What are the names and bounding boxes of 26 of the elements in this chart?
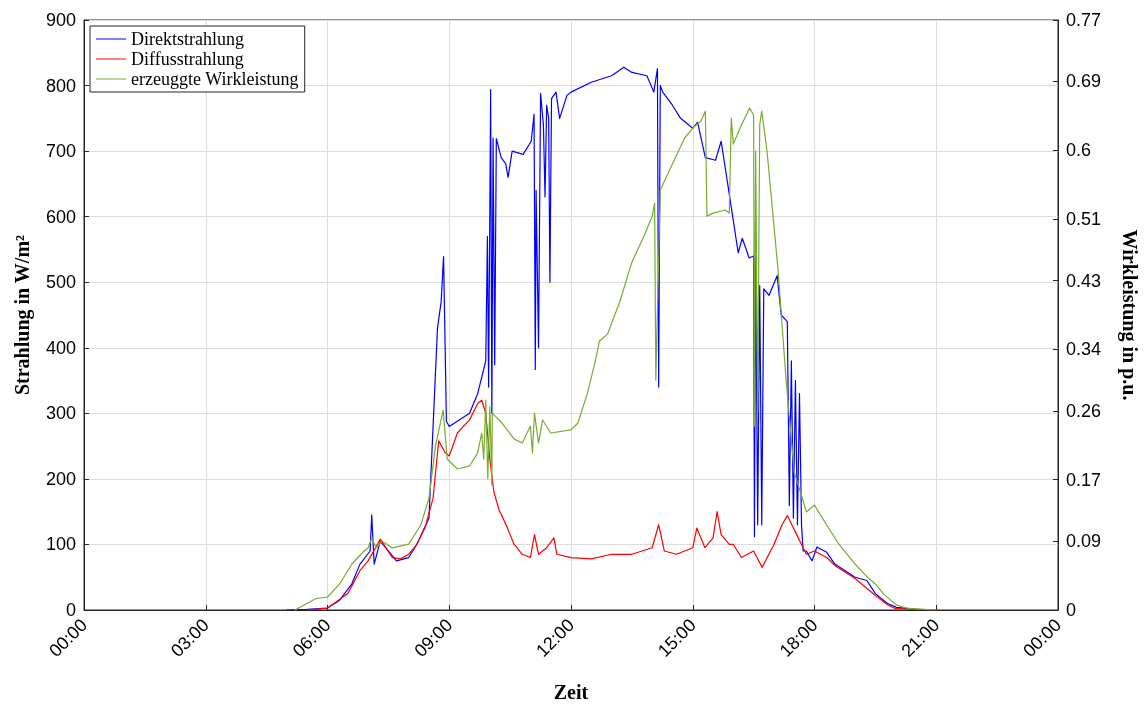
x-axis-title: Zeit <box>553 681 589 703</box>
y-tick-label: 600 <box>45 206 76 227</box>
y2-tick-label: 0.69 <box>1066 71 1102 92</box>
y2-tick-label: 0.26 <box>1066 400 1102 421</box>
y-tick-label: 700 <box>45 141 76 162</box>
legend-label: Diffusstrahlung <box>131 49 244 69</box>
legend-label: erzeuggte Wirkleistung <box>131 69 299 89</box>
y2-tick-label: 0.77 <box>1066 10 1102 30</box>
y-tick-label: 100 <box>45 534 76 555</box>
y-tick-label: 800 <box>45 75 76 96</box>
y2-tick-label: 0.51 <box>1066 209 1102 230</box>
y-tick-label: 500 <box>45 272 76 293</box>
y2-tick-label: 0.43 <box>1066 270 1102 291</box>
y2-axis-title: Wirkleistung in p.u. <box>1118 229 1141 401</box>
y-tick-label: 400 <box>45 337 76 358</box>
legend-label: Direktstrahlung <box>131 29 244 49</box>
y-tick-label: 900 <box>45 10 76 30</box>
y-tick-label: 0 <box>65 600 76 620</box>
y-axis-title: Strahlung in W/m² <box>11 234 34 396</box>
y2-tick-label: 0.34 <box>1066 339 1102 360</box>
y2-tick-label: 0.09 <box>1066 531 1102 552</box>
y-tick-label: 200 <box>45 468 76 489</box>
y2-tick-label: 0.17 <box>1066 469 1102 490</box>
y2-tick-label: 0.6 <box>1066 140 1092 161</box>
y2-tick-label: 0 <box>1066 600 1077 620</box>
y-tick-label: 300 <box>45 403 76 424</box>
